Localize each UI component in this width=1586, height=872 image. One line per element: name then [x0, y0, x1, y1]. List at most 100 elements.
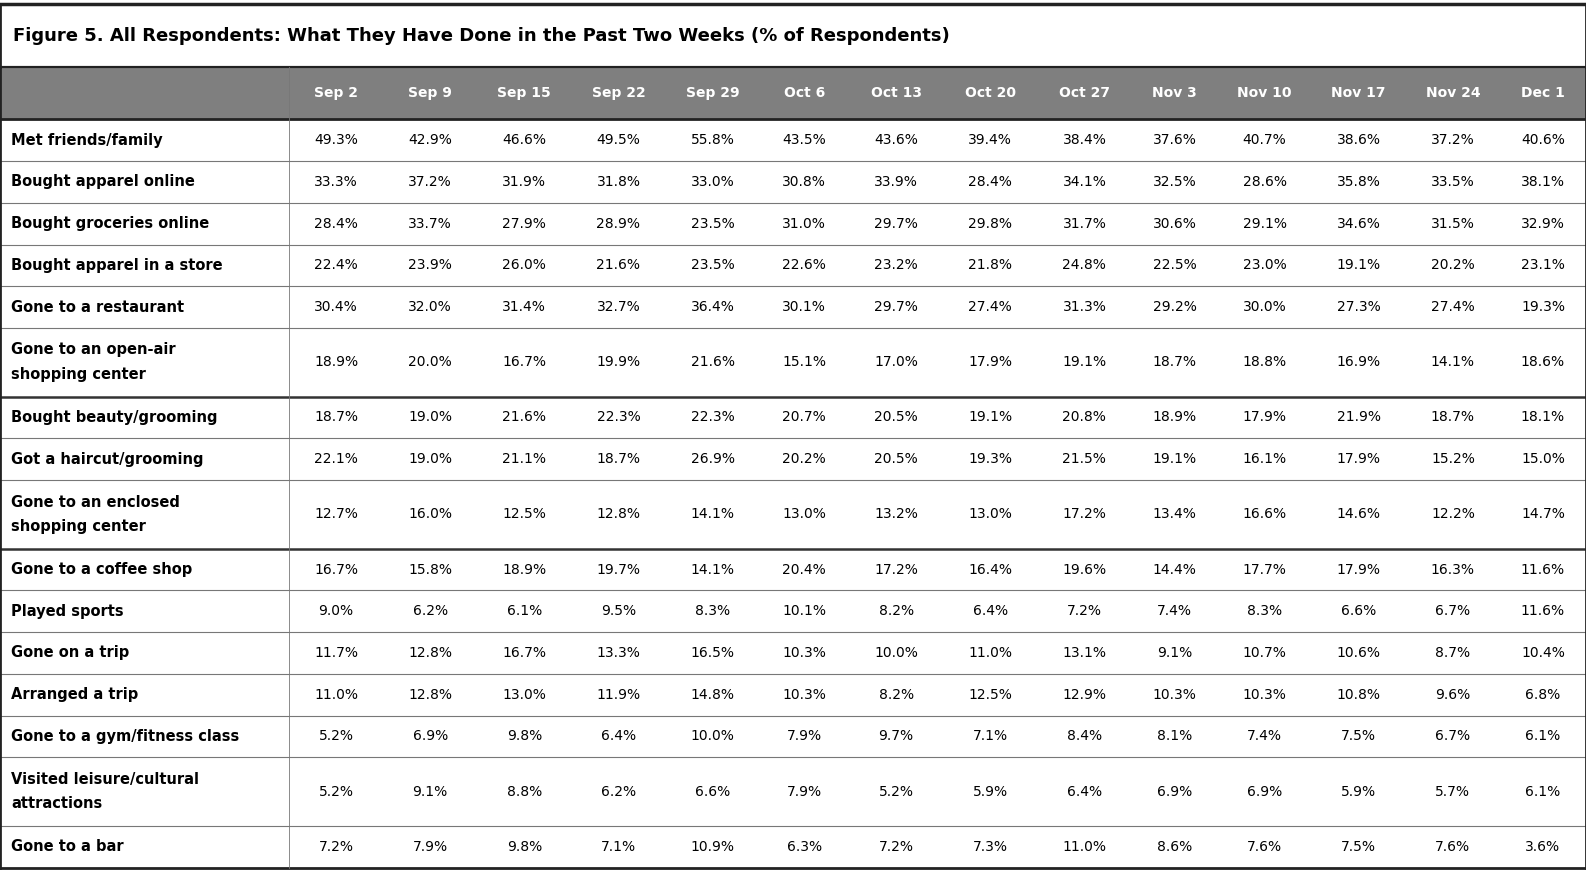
Text: 14.4%: 14.4%: [1153, 562, 1196, 576]
Bar: [0, 161, 1586, 203]
Text: 7.2%: 7.2%: [879, 840, 914, 854]
Text: 49.3%: 49.3%: [314, 133, 358, 147]
Text: 12.9%: 12.9%: [1063, 688, 1107, 702]
Text: 21.8%: 21.8%: [967, 258, 1012, 272]
Text: Dec 1: Dec 1: [1521, 86, 1565, 100]
Text: 6.3%: 6.3%: [787, 840, 822, 854]
Text: 10.3%: 10.3%: [1243, 688, 1286, 702]
Text: 20.0%: 20.0%: [408, 355, 452, 369]
Text: 46.6%: 46.6%: [503, 133, 546, 147]
Text: 35.8%: 35.8%: [1337, 175, 1381, 189]
Text: 7.2%: 7.2%: [1067, 604, 1102, 618]
Text: 15.8%: 15.8%: [408, 562, 452, 576]
Text: 28.6%: 28.6%: [1242, 175, 1286, 189]
Text: 8.4%: 8.4%: [1067, 729, 1102, 743]
Text: 6.9%: 6.9%: [412, 729, 447, 743]
Text: 8.6%: 8.6%: [1156, 840, 1193, 854]
Text: 23.5%: 23.5%: [691, 258, 734, 272]
Text: 17.2%: 17.2%: [1063, 508, 1107, 521]
Text: shopping center: shopping center: [11, 519, 146, 535]
Text: 6.1%: 6.1%: [506, 604, 542, 618]
Bar: [0, 203, 1586, 244]
Text: 14.1%: 14.1%: [1431, 355, 1475, 369]
Text: 42.9%: 42.9%: [408, 133, 452, 147]
Text: 8.1%: 8.1%: [1156, 729, 1193, 743]
Text: 33.7%: 33.7%: [408, 216, 452, 231]
Text: 18.7%: 18.7%: [314, 411, 358, 425]
Text: 6.1%: 6.1%: [1526, 785, 1561, 799]
Text: Oct 20: Oct 20: [964, 86, 1015, 100]
Text: 16.6%: 16.6%: [1242, 508, 1286, 521]
Text: 18.9%: 18.9%: [314, 355, 358, 369]
Text: 28.9%: 28.9%: [596, 216, 641, 231]
Text: 30.8%: 30.8%: [782, 175, 826, 189]
Text: 18.6%: 18.6%: [1521, 355, 1565, 369]
Text: 21.6%: 21.6%: [503, 411, 546, 425]
Text: 5.7%: 5.7%: [1435, 785, 1470, 799]
Text: 10.7%: 10.7%: [1243, 646, 1286, 660]
Text: 34.6%: 34.6%: [1337, 216, 1381, 231]
Text: 31.8%: 31.8%: [596, 175, 641, 189]
Text: 13.2%: 13.2%: [874, 508, 918, 521]
Text: Bought apparel in a store: Bought apparel in a store: [11, 258, 222, 273]
Text: 14.7%: 14.7%: [1521, 508, 1565, 521]
Text: 17.7%: 17.7%: [1243, 562, 1286, 576]
Text: 6.7%: 6.7%: [1435, 729, 1470, 743]
Text: attractions: attractions: [11, 796, 103, 812]
Text: 18.7%: 18.7%: [596, 453, 641, 467]
Text: 6.6%: 6.6%: [1342, 604, 1377, 618]
Text: 14.6%: 14.6%: [1337, 508, 1381, 521]
Text: 18.9%: 18.9%: [503, 562, 547, 576]
Text: 17.2%: 17.2%: [874, 562, 918, 576]
Text: 9.8%: 9.8%: [506, 729, 542, 743]
Text: 37.2%: 37.2%: [1431, 133, 1475, 147]
Text: Nov 3: Nov 3: [1151, 86, 1197, 100]
Text: 23.9%: 23.9%: [408, 258, 452, 272]
Text: Nov 24: Nov 24: [1426, 86, 1480, 100]
Bar: [0, 67, 1586, 119]
Text: 14.1%: 14.1%: [690, 562, 734, 576]
Text: 7.3%: 7.3%: [972, 840, 1007, 854]
Text: Gone to a gym/fitness class: Gone to a gym/fitness class: [11, 729, 239, 744]
Text: 21.6%: 21.6%: [596, 258, 641, 272]
Text: 6.4%: 6.4%: [601, 729, 636, 743]
Text: 5.9%: 5.9%: [1342, 785, 1377, 799]
Text: 9.7%: 9.7%: [879, 729, 914, 743]
Text: 27.4%: 27.4%: [969, 300, 1012, 314]
Text: 18.7%: 18.7%: [1431, 411, 1475, 425]
Text: 20.2%: 20.2%: [782, 453, 826, 467]
Text: 27.4%: 27.4%: [1431, 300, 1475, 314]
Text: 10.4%: 10.4%: [1521, 646, 1565, 660]
Text: 38.6%: 38.6%: [1337, 133, 1381, 147]
Bar: [0, 439, 1586, 480]
Text: 38.4%: 38.4%: [1063, 133, 1107, 147]
Text: Sep 15: Sep 15: [498, 86, 552, 100]
Text: 13.0%: 13.0%: [503, 688, 546, 702]
Text: 13.0%: 13.0%: [782, 508, 826, 521]
Text: 21.1%: 21.1%: [503, 453, 546, 467]
Bar: [0, 328, 1586, 397]
Text: 39.4%: 39.4%: [969, 133, 1012, 147]
Text: 29.1%: 29.1%: [1242, 216, 1286, 231]
Text: 8.2%: 8.2%: [879, 604, 914, 618]
Text: 17.0%: 17.0%: [874, 355, 918, 369]
Text: 11.7%: 11.7%: [314, 646, 358, 660]
Text: Oct 6: Oct 6: [783, 86, 825, 100]
Text: Gone to a coffee shop: Gone to a coffee shop: [11, 562, 192, 577]
Text: 12.5%: 12.5%: [503, 508, 546, 521]
Text: 7.9%: 7.9%: [787, 785, 822, 799]
Text: 23.5%: 23.5%: [691, 216, 734, 231]
Text: 19.1%: 19.1%: [1153, 453, 1196, 467]
Text: shopping center: shopping center: [11, 367, 146, 382]
Text: 5.2%: 5.2%: [879, 785, 914, 799]
Text: 27.3%: 27.3%: [1337, 300, 1380, 314]
Text: 31.7%: 31.7%: [1063, 216, 1107, 231]
Text: 18.1%: 18.1%: [1521, 411, 1565, 425]
Text: 29.7%: 29.7%: [874, 216, 918, 231]
Text: 10.3%: 10.3%: [782, 646, 826, 660]
Text: Nov 10: Nov 10: [1237, 86, 1293, 100]
Text: 11.0%: 11.0%: [314, 688, 358, 702]
Text: 36.4%: 36.4%: [691, 300, 734, 314]
Text: 6.6%: 6.6%: [695, 785, 730, 799]
Text: Oct 27: Oct 27: [1059, 86, 1110, 100]
